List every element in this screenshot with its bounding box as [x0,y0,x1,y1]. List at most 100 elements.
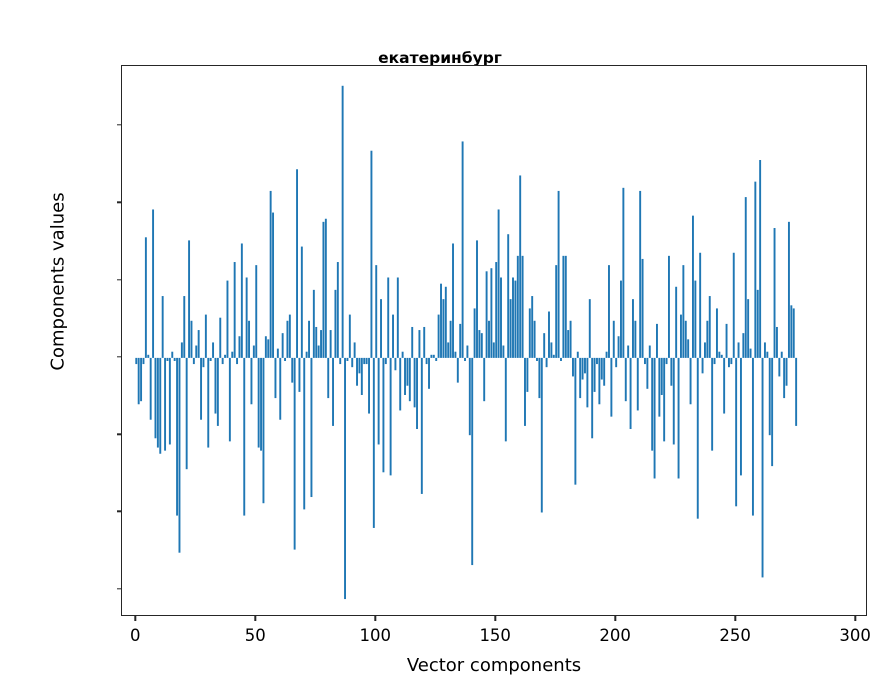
bar [608,265,610,358]
bar [291,357,294,383]
bar [178,357,181,553]
bar [231,351,234,358]
bar [437,314,440,358]
bar [790,305,793,358]
bar [785,357,788,386]
bar [675,286,678,358]
bar [684,320,687,358]
bar [372,357,375,528]
bar [344,357,346,600]
bar [677,357,680,479]
bar [166,357,169,361]
bar [252,345,255,358]
bar [236,357,239,365]
bar [550,342,553,358]
bar [795,357,798,426]
x-axis-label: Vector components [406,655,582,676]
bar [248,320,251,358]
x-axis-tick-label: 50 [244,626,266,645]
bar [620,280,622,358]
bar [545,357,548,368]
bar [596,357,598,365]
bar [512,277,514,358]
bar [572,357,574,377]
bar [224,354,227,358]
bar [624,357,627,402]
bar [737,342,740,358]
bar [744,197,747,358]
bar [423,326,426,358]
bar [656,323,658,358]
bar [284,357,287,361]
bar [250,357,253,405]
bar [185,357,188,470]
bar [149,357,152,420]
bar [586,357,589,408]
bar [281,333,284,358]
bar [245,277,248,358]
bar [152,209,155,358]
bar [408,357,411,402]
bar [303,357,306,510]
x-axis-tick-mark [494,616,496,621]
bar [514,280,517,358]
bar [137,357,140,405]
bar [591,357,594,439]
y-axis-tick-mark [117,201,122,203]
bar [696,357,699,519]
bar [773,228,776,358]
bar [264,336,267,358]
bar [718,351,721,358]
bar [399,357,402,411]
bar [540,357,543,513]
y-axis-tick-mark [117,124,122,126]
bar [687,339,690,358]
bar [694,280,697,358]
x-axis-tick-label: 150 [479,626,511,645]
bar [699,252,702,358]
x-axis-tick-mark [854,616,856,621]
bar [644,357,646,365]
bar [317,345,320,358]
bar [197,330,200,358]
bar [183,296,186,358]
bar [392,314,394,358]
bar [490,268,493,358]
bar [296,169,298,358]
bar [406,357,409,386]
bar [233,262,236,358]
bar [521,255,524,358]
x-axis-tick-mark [134,616,136,621]
bar [315,326,318,358]
bar [214,357,217,414]
bar [396,277,399,358]
bar [464,357,466,361]
bar [543,333,546,358]
bar [454,351,457,358]
bar [202,357,205,368]
bar [228,357,231,442]
bar [692,215,694,358]
bar [648,345,651,358]
bar [425,357,428,365]
y-axis-tick-mark [117,588,122,590]
bar [480,333,483,358]
bar [221,357,224,365]
bar [351,357,354,368]
bar [156,357,159,448]
bar [159,357,162,454]
bar [274,357,277,399]
bar [569,320,572,358]
bar [471,357,474,566]
bar [636,357,639,411]
bar [200,357,203,420]
bar [363,357,366,365]
bar [276,348,279,358]
bar [312,289,315,358]
bar [680,314,682,358]
y-axis-label: Components values [47,192,69,371]
bar [701,357,704,374]
bar [267,339,270,358]
